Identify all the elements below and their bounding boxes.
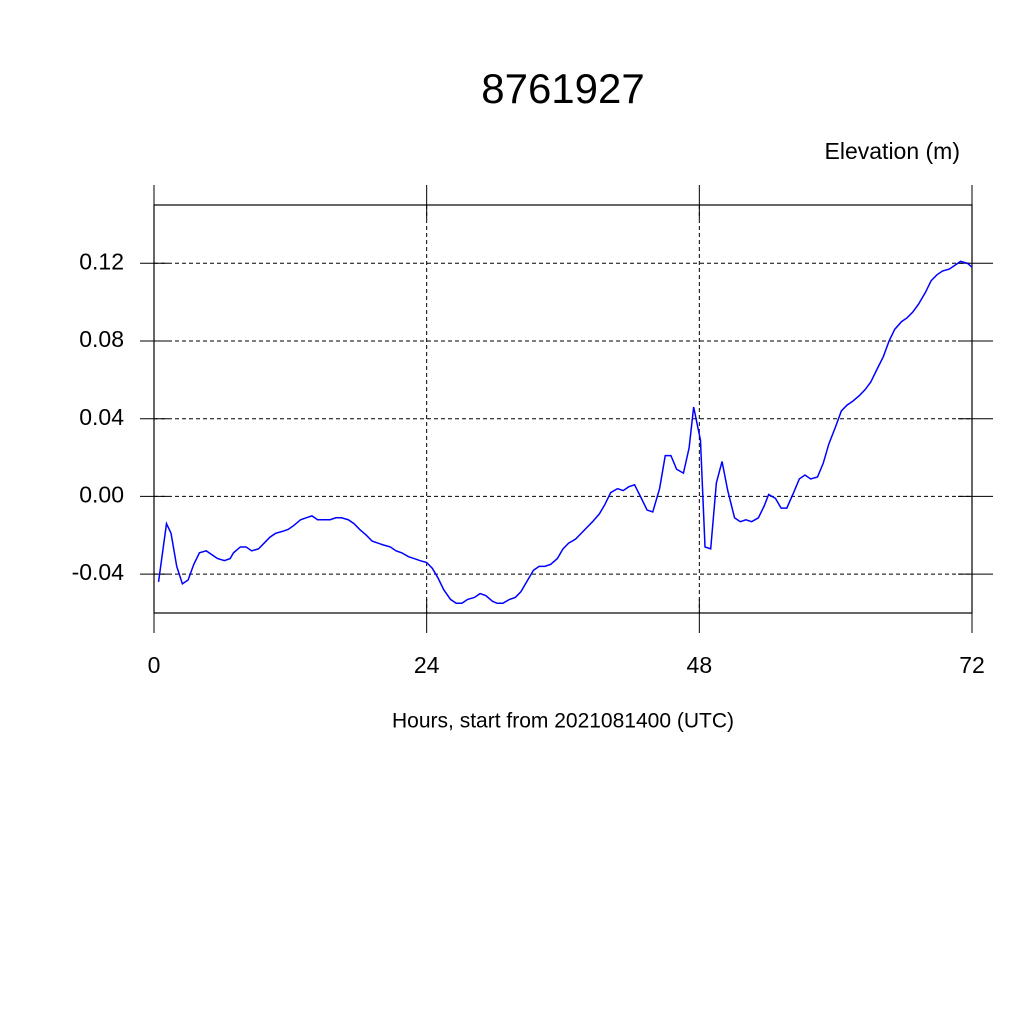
y-tick-label: 0.00 [79,482,124,508]
data-line [157,260,973,605]
plot-frame [153,204,973,614]
x-tick-label: 0 [148,652,161,678]
chart-title: 8761927 [481,65,645,112]
chart-subtitle: Elevation (m) [825,138,960,164]
y-tick-label: 0.04 [79,404,124,430]
x-axis-label: Hours, start from 2021081400 (UTC) [392,710,734,733]
y-tick-label: 0.12 [79,248,124,274]
y-tick-label: 0.08 [79,326,124,352]
x-tick-label: 72 [959,652,985,678]
y-tick-label: -0.04 [72,559,125,585]
x-tick-label: 48 [687,652,713,678]
x-tick-label: 24 [414,652,440,678]
